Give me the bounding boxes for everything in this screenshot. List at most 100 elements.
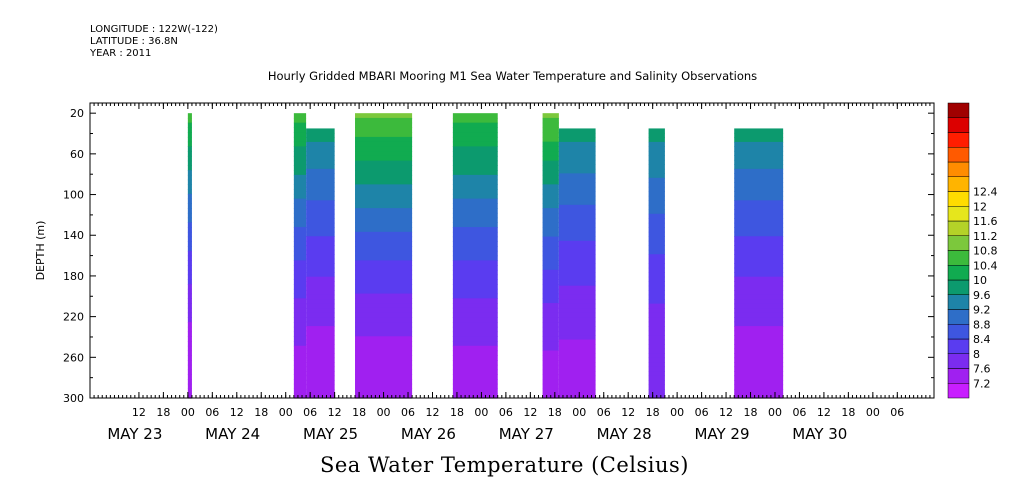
x-tick-label: 18	[450, 406, 464, 419]
temperature-band	[734, 249, 784, 255]
temperature-band	[306, 128, 335, 134]
temperature-band	[558, 294, 596, 300]
temperature-band	[734, 182, 784, 188]
x-tick-label: 06	[890, 406, 904, 419]
x-tick-label: 12	[132, 406, 146, 419]
temperature-band	[648, 326, 665, 332]
colorbar-label: 12.4	[973, 186, 998, 199]
temperature-band	[306, 245, 335, 251]
temperature-band	[542, 203, 559, 209]
temperature-band	[355, 341, 413, 347]
data-segment	[355, 113, 413, 399]
temperature-band	[734, 272, 784, 278]
temperature-band	[355, 174, 413, 181]
temperature-band	[542, 260, 559, 266]
temperature-band	[355, 146, 413, 152]
temperature-band	[187, 298, 192, 304]
temperature-band	[187, 174, 192, 181]
temperature-band	[734, 326, 784, 332]
temperature-band	[558, 384, 596, 390]
colorbar-swatch	[947, 294, 970, 310]
temperature-band	[293, 360, 307, 366]
temperature-band	[355, 307, 413, 314]
colorbar-swatch	[947, 117, 970, 133]
x-tick-label: 00	[279, 406, 293, 419]
temperature-band	[187, 374, 192, 380]
temperature-band	[355, 303, 413, 309]
temperature-band	[648, 195, 665, 201]
temperature-band	[355, 117, 413, 124]
temperature-band	[355, 132, 413, 138]
temperature-band	[734, 299, 784, 305]
x-tick-label: 00	[474, 406, 488, 419]
temperature-band	[558, 366, 596, 372]
temperature-band	[558, 357, 596, 363]
temperature-band	[306, 258, 335, 264]
x-tick-label: 12	[425, 406, 439, 419]
temperature-band	[355, 345, 413, 352]
temperature-band	[734, 303, 784, 309]
temperature-band	[558, 155, 596, 161]
temperature-band	[542, 141, 559, 148]
temperature-band	[542, 193, 559, 200]
temperature-band	[293, 179, 307, 185]
temperature-band	[648, 339, 665, 345]
temperature-band	[648, 312, 665, 318]
temperature-band	[355, 236, 413, 242]
plot-frame	[89, 102, 935, 399]
temperature-band	[558, 308, 596, 314]
temperature-band	[452, 241, 498, 247]
temperature-band	[452, 274, 498, 280]
temperature-band	[734, 317, 784, 323]
colorbar-swatch	[947, 368, 970, 384]
temperature-band	[187, 198, 192, 204]
temperature-band	[734, 218, 784, 224]
temperature-band	[187, 341, 192, 347]
temperature-band	[187, 345, 192, 352]
colorbar-swatch	[947, 147, 970, 163]
temperature-band	[648, 173, 665, 179]
temperature-band	[187, 179, 192, 185]
temperature-band	[187, 312, 192, 318]
temperature-band	[452, 269, 498, 276]
temperature-band	[734, 362, 784, 368]
temperature-band	[648, 146, 665, 152]
x-tick-label: 12	[328, 406, 342, 419]
x-tick-label: 18	[744, 406, 758, 419]
temperature-band	[306, 362, 335, 368]
temperature-band	[558, 312, 596, 318]
temperature-band	[306, 317, 335, 323]
temperature-band	[648, 335, 665, 341]
colorbar-swatch	[947, 265, 970, 281]
temperature-band	[293, 364, 307, 371]
temperature-band	[648, 245, 665, 251]
temperature-band	[734, 285, 784, 291]
temperature-band	[452, 132, 498, 138]
temperature-band	[293, 350, 307, 356]
temperature-band	[293, 236, 307, 242]
colorbar-swatch	[947, 279, 970, 295]
temperature-band	[734, 150, 784, 156]
temperature-band	[293, 341, 307, 347]
temperature-band	[293, 312, 307, 318]
temperature-band	[306, 240, 335, 246]
temperature-band	[187, 113, 192, 119]
temperature-band	[306, 137, 335, 143]
temperature-band	[452, 341, 498, 347]
y-axis-label: DEPTH (m)	[34, 221, 47, 281]
temperature-band	[734, 173, 784, 179]
temperature-band	[187, 236, 192, 242]
temperature-band	[355, 179, 413, 185]
temperature-band	[734, 375, 784, 381]
data-segment	[734, 128, 784, 399]
temperature-band	[355, 231, 413, 238]
temperature-band	[558, 371, 596, 377]
temperature-band	[452, 279, 498, 285]
temperature-band	[306, 204, 335, 210]
colorbar-label: 10.4	[973, 259, 998, 272]
temperature-band	[452, 364, 498, 371]
temperature-band	[734, 132, 784, 139]
temperature-band	[293, 208, 307, 214]
plot-area	[187, 113, 784, 399]
variable-title: Sea Water Temperature (Celsius)	[319, 453, 689, 477]
